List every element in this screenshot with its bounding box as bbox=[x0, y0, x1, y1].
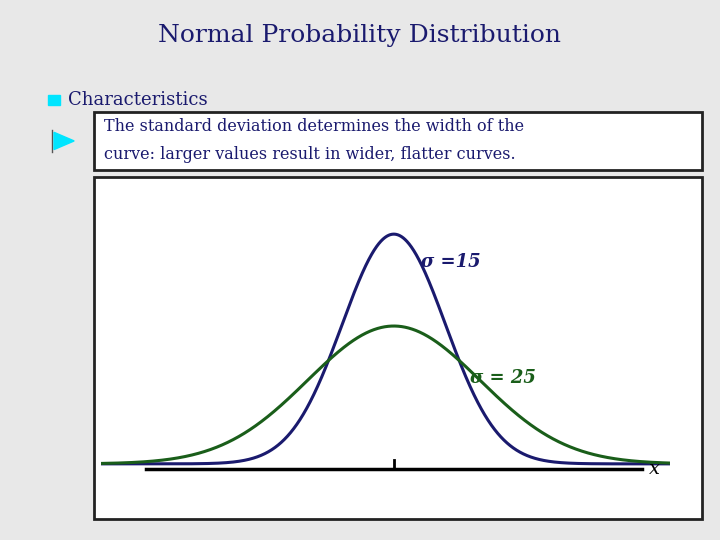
Text: curve: larger values result in wider, flatter curves.: curve: larger values result in wider, fl… bbox=[104, 146, 516, 163]
FancyBboxPatch shape bbox=[94, 177, 702, 519]
FancyBboxPatch shape bbox=[94, 112, 702, 170]
Text: Normal Probability Distribution: Normal Probability Distribution bbox=[158, 24, 562, 48]
Text: The standard deviation determines the width of the: The standard deviation determines the wi… bbox=[104, 118, 525, 135]
Text: σ = 25: σ = 25 bbox=[469, 369, 536, 387]
Bar bbox=[48, 95, 60, 105]
Text: σ =15: σ =15 bbox=[421, 253, 481, 271]
Polygon shape bbox=[54, 132, 74, 150]
Text: Characteristics: Characteristics bbox=[68, 91, 207, 109]
Text: x: x bbox=[649, 460, 660, 478]
